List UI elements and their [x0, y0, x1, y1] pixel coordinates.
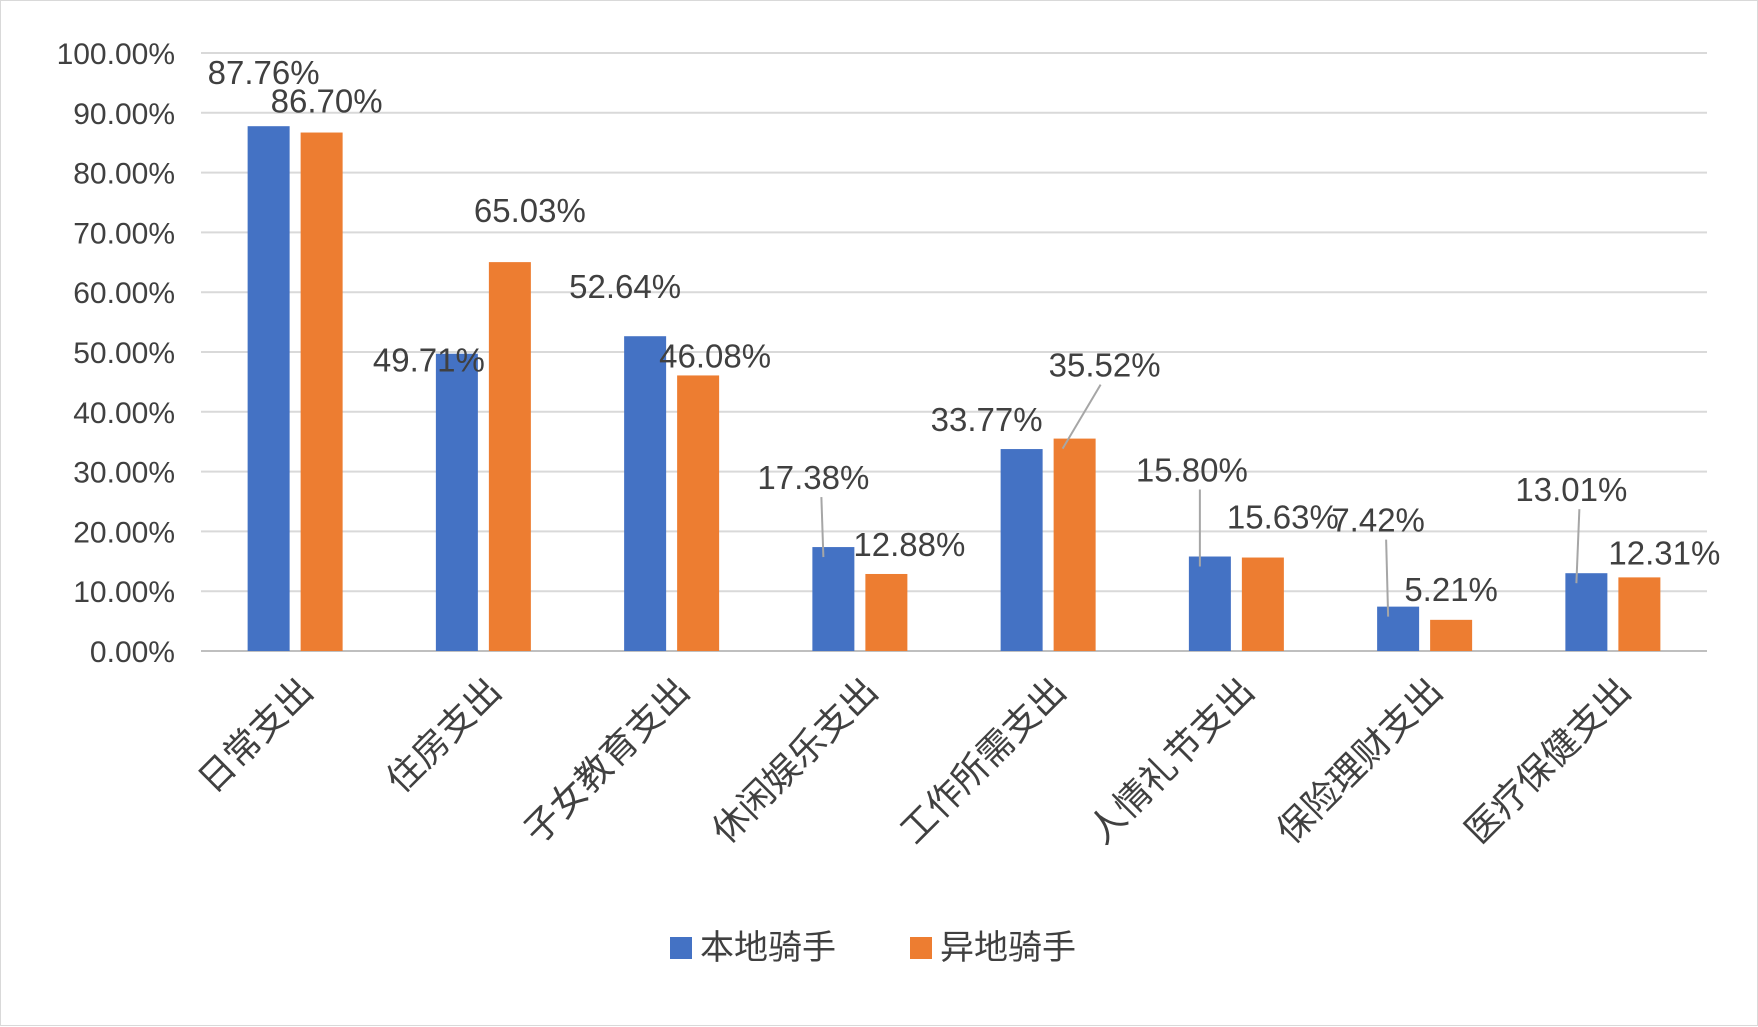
leader-line — [1061, 384, 1102, 450]
bar — [1053, 438, 1096, 651]
data-label: 17.38% — [757, 459, 869, 496]
bar — [1000, 449, 1043, 651]
bar — [435, 353, 478, 651]
leader-line — [820, 497, 825, 558]
bar — [677, 375, 720, 651]
label-leader-lines — [820, 384, 1581, 617]
data-label: 65.03% — [474, 192, 586, 229]
bar — [1565, 573, 1608, 651]
x-category-label: 住房支出 — [379, 670, 510, 801]
bars — [247, 126, 1661, 652]
data-label: 46.08% — [659, 337, 771, 374]
x-category-label: 人情礼节支出 — [1081, 670, 1263, 852]
bar — [1188, 556, 1231, 651]
bar — [1618, 577, 1661, 651]
x-category-label: 子女教育支出 — [516, 670, 698, 852]
data-label: 12.88% — [853, 526, 965, 563]
y-tick-label: 70.00% — [73, 217, 175, 250]
data-label: 33.77% — [931, 401, 1043, 438]
x-category-label: 日常支出 — [191, 670, 322, 801]
data-label: 87.76% — [208, 54, 320, 91]
data-label: 49.71% — [373, 342, 485, 379]
data-label: 35.52% — [1049, 347, 1161, 384]
x-category-label: 休闲娱乐支出 — [705, 670, 887, 852]
y-tick-label: 0.00% — [90, 636, 175, 669]
bar — [1241, 557, 1284, 651]
data-labels: 87.76%86.70% 49.71% 65.03% 52.64% 46.08% 17.3… — [208, 54, 1721, 608]
bar — [1377, 606, 1420, 651]
bar — [247, 126, 290, 652]
y-tick-label: 50.00% — [73, 337, 175, 370]
y-tick-label: 60.00% — [73, 277, 175, 310]
legend-label: 异地骑手 — [940, 928, 1076, 968]
data-label: 15.80% — [1136, 452, 1248, 489]
x-category-label: 工作所需支出 — [893, 670, 1075, 852]
x-axis-category-labels: 日常支出 住房支出 子女教育支出 休闲娱乐支出 工作所需支出 人情礼节支出 保险理财支出 医疗… — [191, 670, 1640, 852]
legend-swatch — [670, 937, 692, 959]
leader-line — [1575, 509, 1581, 584]
bar — [1430, 619, 1473, 651]
x-category-label: 保险理财支出 — [1269, 670, 1451, 852]
y-tick-label: 10.00% — [73, 576, 175, 609]
y-tick-label: 30.00% — [73, 457, 175, 490]
y-tick-label: 80.00% — [73, 158, 175, 191]
y-axis-tick-labels: 0.00% 10.00% 20.00% 30.00% 40.00% 50.00% 60.00… — [57, 38, 175, 669]
data-label: 5.21% — [1404, 571, 1498, 608]
y-tick-label: 40.00% — [73, 397, 175, 430]
bar — [624, 336, 667, 651]
x-category-label: 医疗保健支出 — [1458, 670, 1640, 852]
data-label: 15.63% — [1227, 499, 1339, 536]
data-label: 12.31% — [1608, 534, 1720, 571]
bar — [300, 132, 343, 651]
data-label: 86.70% — [271, 83, 383, 120]
data-label: 52.64% — [569, 268, 681, 305]
data-label: 13.01% — [1515, 471, 1627, 508]
legend-label: 本地骑手 — [700, 928, 836, 968]
leader-line — [1385, 539, 1390, 617]
bar — [812, 547, 855, 651]
bar — [488, 262, 531, 651]
legend-swatch — [910, 937, 932, 959]
bar — [865, 573, 908, 651]
data-label: 7.42% — [1331, 502, 1425, 539]
y-tick-label: 100.00% — [57, 38, 175, 71]
y-tick-label: 90.00% — [73, 98, 175, 131]
y-tick-label: 20.00% — [73, 516, 175, 549]
legend: 本地骑手 异地骑手 — [670, 928, 1076, 968]
